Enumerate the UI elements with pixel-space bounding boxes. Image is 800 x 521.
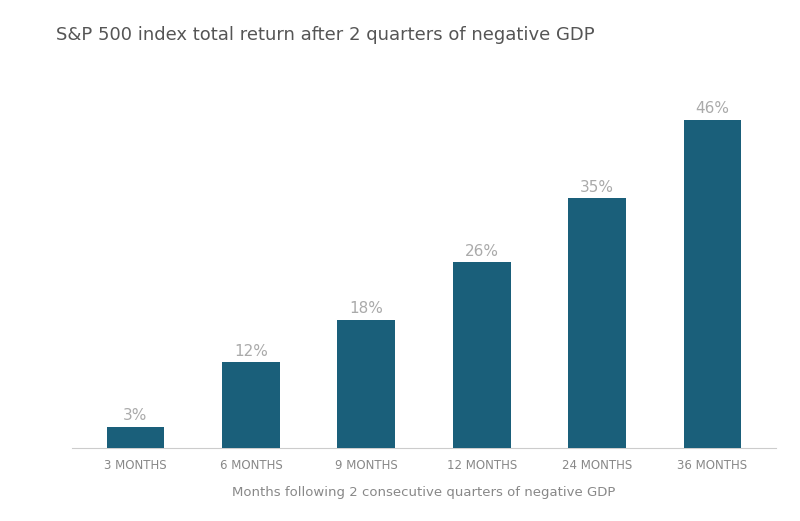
Text: 18%: 18%	[350, 301, 383, 316]
Text: 12%: 12%	[234, 344, 268, 359]
Bar	[222, 363, 280, 448]
Text: 3%: 3%	[123, 408, 148, 423]
Text: 46%: 46%	[695, 101, 730, 116]
X-axis label: Months following 2 consecutive quarters of negative GDP: Months following 2 consecutive quarters …	[232, 486, 616, 499]
Text: S&P 500 index total return after 2 quarters of negative GDP: S&P 500 index total return after 2 quart…	[56, 26, 594, 44]
Text: 26%: 26%	[465, 244, 498, 259]
Bar	[568, 198, 626, 448]
Bar	[338, 319, 395, 448]
Bar	[106, 427, 164, 448]
Bar	[453, 263, 510, 448]
Text: 35%: 35%	[580, 180, 614, 195]
Bar	[684, 120, 742, 448]
